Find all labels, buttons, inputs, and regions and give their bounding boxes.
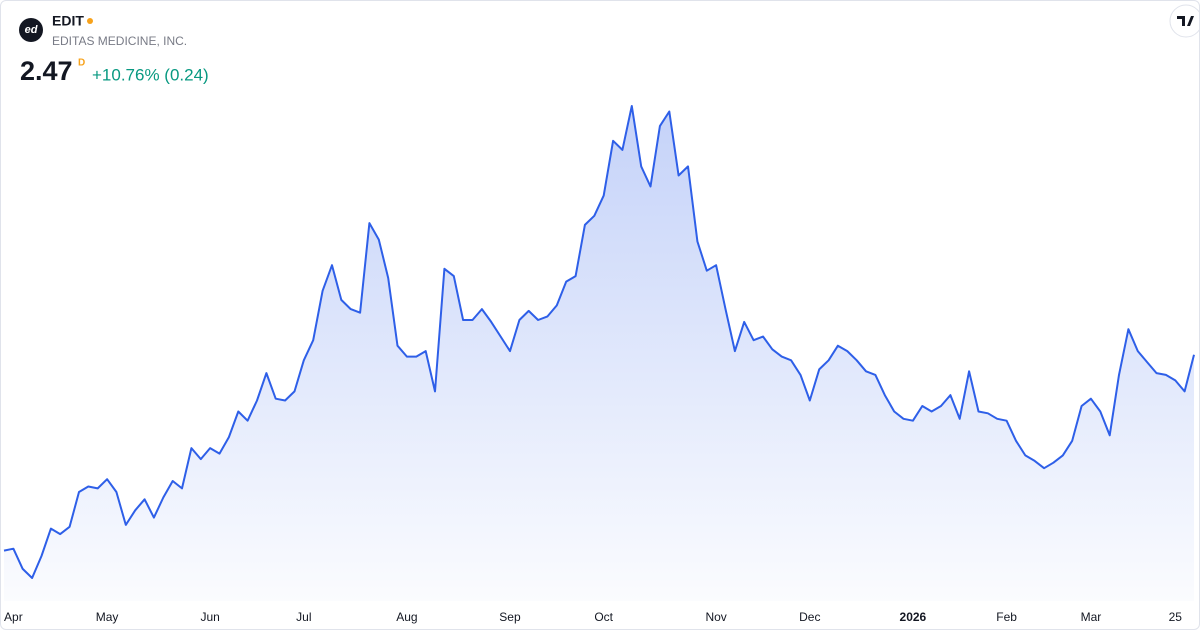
x-tick-label: Sep	[499, 610, 521, 624]
brand-logo	[1169, 4, 1199, 38]
price-line	[3, 105, 1195, 579]
logo-text: ed	[25, 24, 38, 36]
x-tick-label: May	[96, 610, 119, 624]
x-tick-label: 2026	[900, 610, 927, 624]
status-dot	[87, 18, 93, 24]
x-tick-label: 25	[1169, 610, 1183, 624]
area-fill	[4, 106, 1194, 601]
x-tick-label: Jun	[200, 610, 219, 624]
price-change: +10.76% (0.24)	[92, 65, 209, 84]
price: 2.47	[20, 56, 73, 86]
x-tick-label: Dec	[799, 610, 820, 624]
x-tick-label: Oct	[594, 610, 613, 624]
price-flag: D	[78, 58, 85, 69]
company-name: EDITAS MEDICINE, INC.	[52, 34, 187, 48]
x-tick-label: Mar	[1081, 610, 1102, 624]
x-tick-label: Feb	[996, 610, 1017, 624]
symbol: EDIT	[52, 13, 84, 29]
logo	[19, 18, 43, 42]
x-tick-label: Jul	[296, 610, 311, 624]
x-tick-label: Nov	[705, 610, 726, 624]
x-tick-label: Apr	[4, 610, 23, 624]
x-tick-label: Aug	[396, 610, 417, 624]
